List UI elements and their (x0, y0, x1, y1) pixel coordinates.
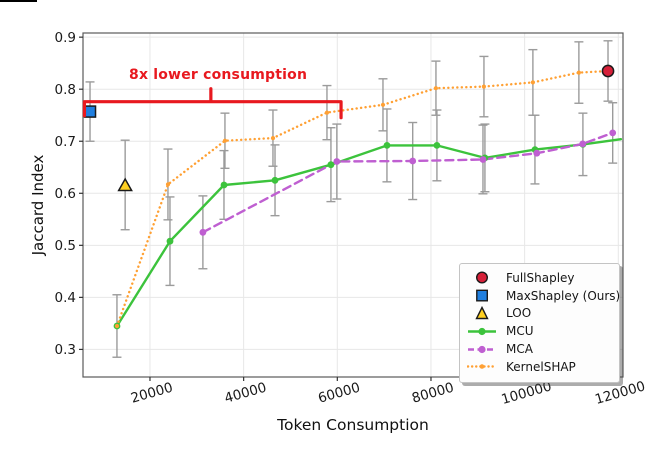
annotation-text: 8x lower consumption (129, 67, 308, 83)
legend-item-maxshapley-ours: MaxShapley (Ours) (467, 287, 620, 305)
legend-item-label: LOO (506, 306, 532, 321)
svg-text:60000: 60000 (316, 380, 362, 407)
legend: FullShapley MaxShapley (Ours) LOO MCU MCA Ker… (459, 263, 620, 383)
svg-text:40000: 40000 (223, 380, 269, 407)
legend-marker-icon (475, 305, 489, 320)
legend-marker-icon (467, 364, 497, 370)
legend-item-mca: MCA (467, 340, 613, 358)
screenshot-artifact-line (0, 0, 37, 2)
svg-text:0.6: 0.6 (55, 186, 76, 202)
svg-text:120000: 120000 (593, 378, 647, 408)
svg-text:20000: 20000 (129, 380, 175, 407)
legend-marker-icon (468, 345, 496, 353)
svg-text:0.3: 0.3 (55, 342, 76, 358)
legend-item-label: MaxShapley (Ours) (506, 288, 621, 303)
legend-marker-icon (476, 289, 489, 302)
svg-text:0.9: 0.9 (55, 30, 76, 46)
legend-marker-icon (475, 271, 489, 284)
svg-text:0.7: 0.7 (55, 134, 76, 150)
legend-item-kernelshap: KernelSHAP (467, 358, 613, 376)
legend-item-label: FullShapley (506, 270, 575, 285)
legend-item-fullshapley: FullShapley (467, 269, 613, 287)
legend-item-loo: LOO (467, 305, 613, 323)
legend-marker-icon (468, 327, 496, 335)
legend-item-label: MCU (506, 324, 534, 339)
svg-text:80000: 80000 (410, 380, 456, 407)
legend-item-mcu: MCU (467, 322, 613, 340)
legend-item-label: MCA (506, 342, 533, 357)
svg-text:100000: 100000 (500, 378, 554, 408)
x-axis-label: Token Consumption (277, 416, 429, 434)
svg-text:0.5: 0.5 (55, 238, 76, 254)
legend-item-label: KernelSHAP (506, 359, 576, 374)
y-axis-label: Jaccard Index (29, 154, 47, 256)
svg-text:0.4: 0.4 (55, 290, 76, 306)
svg-text:0.8: 0.8 (55, 82, 76, 98)
